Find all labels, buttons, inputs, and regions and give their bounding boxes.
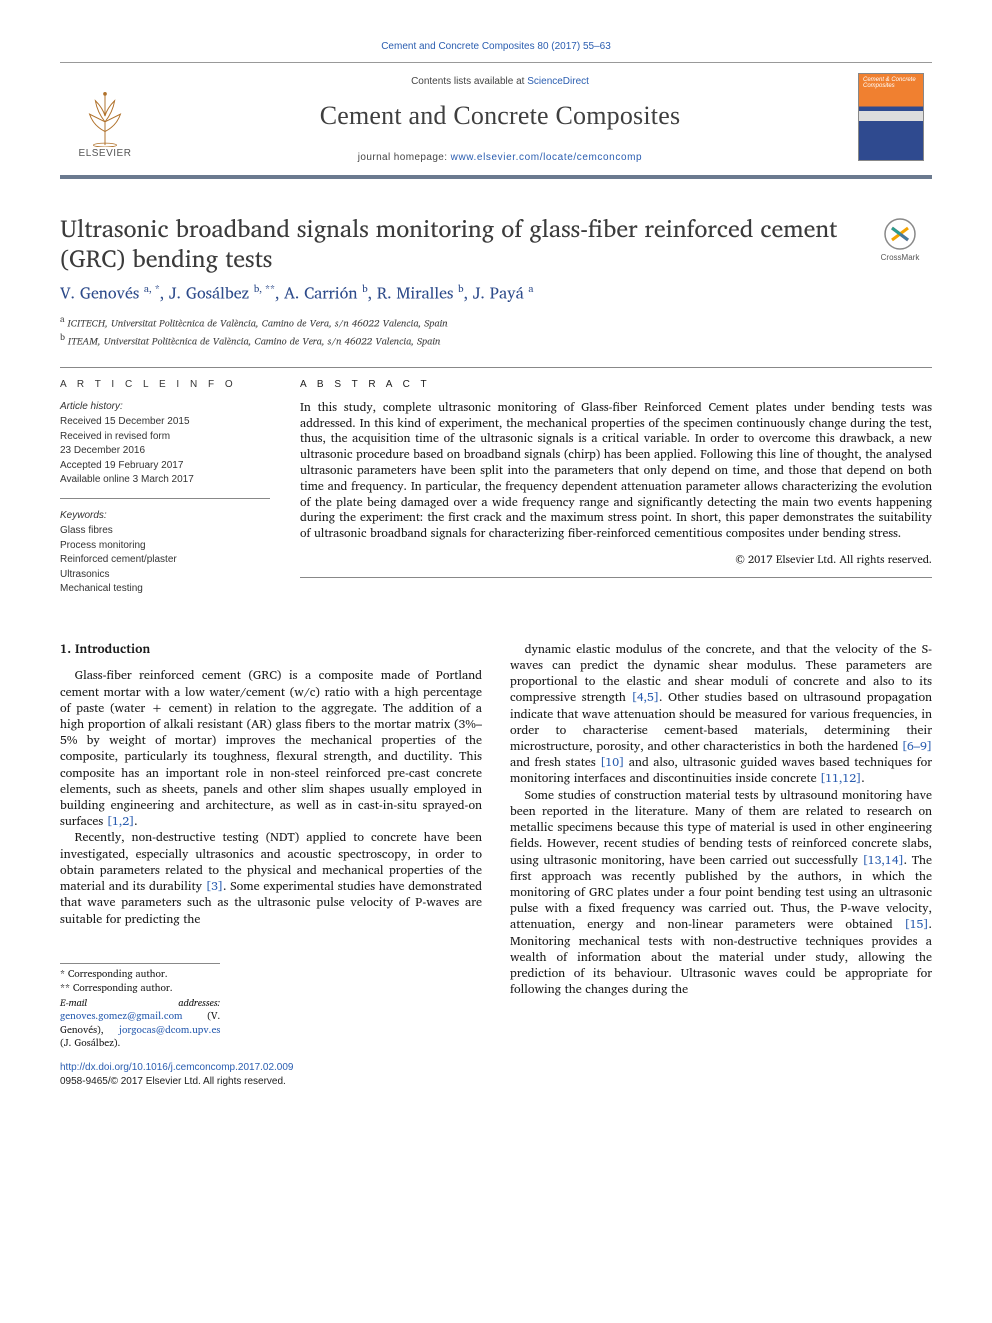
doi-link[interactable]: http://dx.doi.org/10.1016/j.cemconcomp.2… (60, 1062, 294, 1073)
footnote-corr-2: ** Corresponding author. (60, 982, 220, 996)
corresponding-author-footnotes: * Corresponding author. ** Corresponding… (60, 963, 220, 1051)
keyword-item: Reinforced cement/plaster (60, 553, 270, 567)
citation-ref-link[interactable]: [10] (600, 752, 624, 772)
crossmark-label: CrossMark (881, 253, 920, 262)
article-info-heading: A R T I C L E I N F O (60, 378, 270, 392)
body-columns: 1. Introduction Glass-fiber reinforced c… (60, 641, 932, 1089)
issn-copyright-line: 0958-9465/© 2017 Elsevier Ltd. All right… (60, 1075, 482, 1088)
keywords-label: Keywords: (60, 509, 270, 523)
article-history-block: Article history: Received 15 December 20… (60, 400, 270, 499)
email-link-2[interactable]: jorgocas@dcom.upv.es (119, 1022, 220, 1038)
citation-ref-link[interactable]: [6–9] (902, 736, 932, 756)
citation-ref-link[interactable]: [15] (905, 914, 929, 934)
footnote-emails: E-mail addresses: genoves.gomez@gmail.co… (60, 997, 220, 1051)
abstract-copyright: © 2017 Elsevier Ltd. All rights reserved… (300, 552, 932, 567)
cover-band (859, 111, 923, 121)
contents-available-line: Contents lists available at ScienceDirec… (158, 75, 842, 89)
citation-ref-link[interactable]: [3] (206, 876, 223, 896)
keyword-item: Glass fibres (60, 524, 270, 538)
keyword-item: Mechanical testing (60, 582, 270, 596)
divider-rule (60, 367, 932, 368)
abstract-bottom-rule (300, 577, 932, 578)
affiliation-line: a ICITECH, Universitat Politècnica de Va… (60, 313, 932, 331)
history-line: Received 15 December 2015 (60, 415, 270, 429)
history-line: 23 December 2016 (60, 444, 270, 458)
keywords-block: Keywords: Glass fibresProcess monitoring… (60, 509, 270, 596)
body-column-right: dynamic elastic modulus of the concrete,… (510, 641, 932, 1089)
history-line: Received in revised form (60, 430, 270, 444)
keyword-item: Process monitoring (60, 539, 270, 553)
abstract-text: In this study, complete ultrasonic monit… (300, 400, 932, 542)
elsevier-tree-icon (76, 89, 134, 147)
citation-line: Cement and Concrete Composites 80 (2017)… (60, 40, 932, 54)
footnote-corr-1: * Corresponding author. (60, 968, 220, 982)
body-paragraph: dynamic elastic modulus of the concrete,… (510, 641, 932, 787)
abstract-heading: A B S T R A C T (300, 378, 932, 392)
citation-ref-link[interactable]: [4,5] (632, 687, 659, 707)
crossmark-badge[interactable]: CrossMark (868, 213, 932, 273)
journal-homepage-line: journal homepage: www.elsevier.com/locat… (158, 151, 842, 165)
contents-prefix: Contents lists available at (411, 76, 527, 87)
publisher-label: ELSEVIER (79, 147, 132, 161)
history-line: Available online 3 March 2017 (60, 473, 270, 487)
body-column-left: 1. Introduction Glass-fiber reinforced c… (60, 641, 482, 1089)
affiliation-line: b ITEAM, Universitat Politècnica de Valè… (60, 331, 932, 349)
body-paragraph: Glass-fiber reinforced cement (GRC) is a… (60, 667, 482, 829)
title-block: Ultrasonic broadband signals monitoring … (60, 213, 932, 273)
journal-masthead: ELSEVIER Contents lists available at Sci… (60, 63, 932, 179)
sciencedirect-link[interactable]: ScienceDirect (527, 76, 589, 87)
article-title: Ultrasonic broadband signals monitoring … (60, 213, 868, 273)
info-abstract-row: A R T I C L E I N F O Article history: R… (60, 378, 932, 597)
cover-thumbnail-block: Cement & Concrete Composites (850, 69, 932, 165)
abstract-column: A B S T R A C T In this study, complete … (300, 378, 932, 597)
body-paragraph: Some studies of construction material te… (510, 787, 932, 998)
article-info-column: A R T I C L E I N F O Article history: R… (60, 378, 270, 597)
page-footer: http://dx.doi.org/10.1016/j.cemconcomp.2… (60, 1061, 482, 1089)
publisher-logo-block: ELSEVIER (60, 69, 150, 165)
section-heading-intro: 1. Introduction (60, 641, 482, 658)
masthead-center: Contents lists available at ScienceDirec… (150, 69, 850, 165)
journal-name: Cement and Concrete Composites (158, 98, 842, 133)
citation-ref-link[interactable]: [13,14] (863, 850, 904, 870)
article-history-label: Article history: (60, 400, 270, 414)
keyword-item: Ultrasonics (60, 568, 270, 582)
journal-cover-thumbnail: Cement & Concrete Composites (858, 73, 924, 161)
journal-homepage-link[interactable]: www.elsevier.com/locate/cemconcomp (451, 152, 643, 163)
author-list: V. Genovés a, *, J. Gosálbez b, **, A. C… (60, 283, 932, 305)
cover-text: Cement & Concrete Composites (863, 77, 919, 90)
affiliations: a ICITECH, Universitat Politècnica de Va… (60, 313, 932, 350)
email-who-2: (J. Gosálbez). (60, 1035, 120, 1051)
history-line: Accepted 19 February 2017 (60, 459, 270, 473)
homepage-prefix: journal homepage: (358, 152, 451, 163)
body-paragraph: Recently, non-destructive testing (NDT) … (60, 829, 482, 926)
